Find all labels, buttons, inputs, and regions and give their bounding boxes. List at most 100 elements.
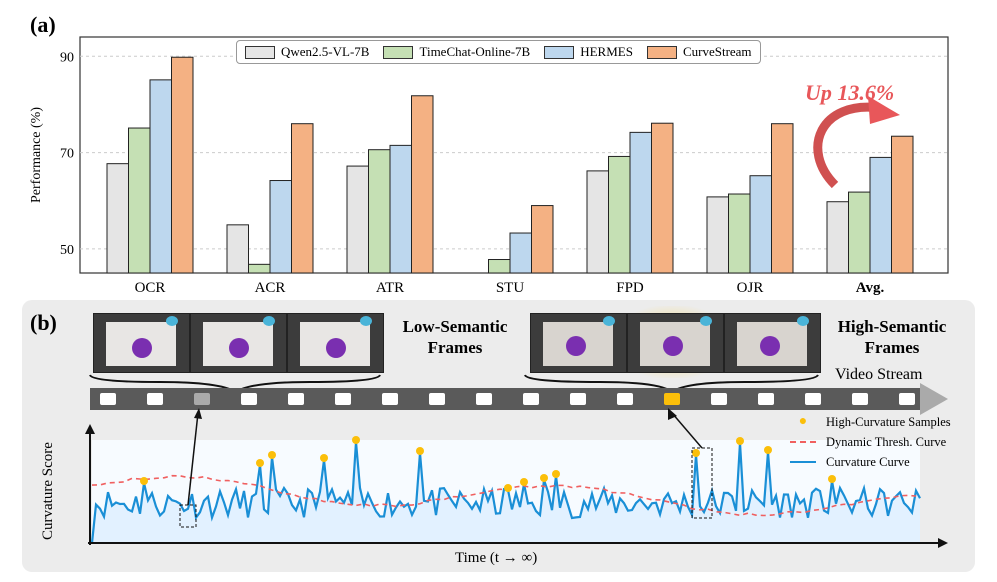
high-curvature-sample	[416, 447, 424, 455]
arrow-head	[194, 408, 202, 419]
y-tick-label: 70	[60, 147, 74, 162]
bar	[531, 205, 554, 274]
bar	[848, 191, 871, 274]
arrow-head	[668, 408, 677, 420]
bar	[509, 232, 532, 274]
legend-item: Dynamic Thresh. Curve	[790, 432, 951, 452]
stream-frame-marker	[711, 393, 727, 405]
stream-frame-marker	[335, 393, 351, 405]
bar	[269, 180, 292, 274]
bar-chart: 50 70 90 Performance (%) OCR ACR ATR STU FPD OJR A…	[29, 36, 949, 296]
bar	[149, 79, 172, 274]
high-semantic-label: High-Semantic Frames	[837, 317, 947, 357]
high-curvature-sample	[540, 474, 548, 482]
panel-b-label: (b)	[30, 310, 57, 335]
curvature-diagram	[85, 374, 948, 548]
legend-swatch	[383, 45, 414, 59]
stream-frame-marker	[194, 393, 210, 405]
bar	[586, 170, 609, 274]
legend-swatch	[544, 45, 575, 59]
x-tick-label: OCR	[135, 280, 166, 296]
legend-item: ● High-Curvature Samples	[790, 412, 951, 432]
stream-frame-marker	[523, 393, 539, 405]
bar	[368, 149, 391, 274]
legend-label: TimeChat-Online-7B	[419, 44, 531, 59]
y-axis-arrow	[85, 424, 95, 434]
y-tick-label: 90	[60, 50, 74, 65]
stream-frame-marker	[147, 393, 163, 405]
legend-label: HERMES	[580, 44, 633, 59]
bar	[389, 144, 412, 274]
bar	[749, 175, 772, 274]
legend-item: HERMES	[544, 44, 633, 60]
dynamic-threshold-curve	[91, 474, 917, 517]
legend-swatch	[245, 45, 275, 59]
x-tick-label: ATR	[376, 280, 404, 296]
stream-frame-marker	[852, 393, 868, 405]
y-axis-label: Curvature Score	[40, 442, 56, 540]
x-tick-label: OJR	[737, 280, 764, 296]
bar	[826, 201, 849, 274]
stream-frame-marker	[664, 393, 680, 405]
low-semantic-label: Low-Semantic Frames	[402, 317, 508, 357]
stream-frame-marker	[617, 393, 633, 405]
high-curvature-sample	[520, 478, 528, 486]
legend-item: Qwen2.5-VL-7B	[245, 44, 369, 60]
legend-swatch	[646, 45, 677, 59]
high-curvature-sample	[140, 477, 148, 485]
stream-frame-marker	[899, 393, 915, 405]
video-stream-label: Video Stream	[835, 366, 923, 383]
bar	[771, 123, 794, 274]
chart-legend: Qwen2.5-VL-7B TimeChat-Online-7B HERMES …	[236, 40, 761, 64]
legend-item: Curvature Curve	[790, 452, 951, 472]
high-curvature-sample	[320, 454, 328, 462]
high-curvature-sample	[764, 446, 772, 454]
bar	[706, 196, 729, 274]
bar	[629, 131, 652, 274]
bar	[869, 156, 892, 274]
stream-frame-marker	[805, 393, 821, 405]
video-frame-thumbnail	[287, 313, 384, 373]
stream-frame-marker	[570, 393, 586, 405]
curvature-area	[92, 442, 920, 543]
bar	[488, 259, 511, 274]
y-tick-label: 50	[60, 243, 74, 258]
high-curvature-sample	[256, 459, 264, 467]
bar	[128, 127, 151, 274]
video-stream-bar	[90, 388, 925, 410]
stream-frame-marker	[758, 393, 774, 405]
legend-label: High-Curvature Samples	[826, 415, 951, 429]
high-curvature-sample	[692, 449, 700, 457]
dot-icon: ●	[798, 414, 808, 429]
stream-frame-marker	[476, 393, 492, 405]
line-icon	[790, 461, 816, 463]
high-curvature-sample	[552, 470, 560, 478]
legend-label: Qwen2.5-VL-7B	[281, 44, 370, 59]
x-tick-label: ACR	[255, 280, 286, 296]
bar	[608, 155, 631, 274]
bar	[106, 163, 129, 274]
dashed-line-icon	[790, 441, 816, 443]
pointer-line	[671, 412, 703, 449]
bar	[411, 95, 434, 274]
bar	[171, 56, 194, 274]
x-tick-label: Avg.	[856, 280, 885, 296]
video-frame-thumbnail	[724, 313, 821, 373]
bar	[291, 123, 314, 274]
stream-frame-marker	[241, 393, 257, 405]
legend-label: CurveStream	[682, 44, 752, 59]
stream-frame-marker	[100, 393, 116, 405]
bar	[346, 165, 369, 274]
x-tick-label: FPD	[616, 280, 644, 296]
high-curvature-sample	[828, 475, 836, 483]
stream-arrow-head	[920, 383, 948, 415]
arrow-head	[868, 96, 900, 124]
x-tick-label: STU	[496, 280, 525, 296]
pointer-line	[187, 412, 199, 506]
video-frame-thumbnail	[93, 313, 190, 373]
video-frame-thumbnail	[190, 313, 287, 373]
high-curvature-sample	[736, 437, 744, 445]
bar	[248, 263, 271, 274]
stream-frame-marker	[288, 393, 304, 405]
